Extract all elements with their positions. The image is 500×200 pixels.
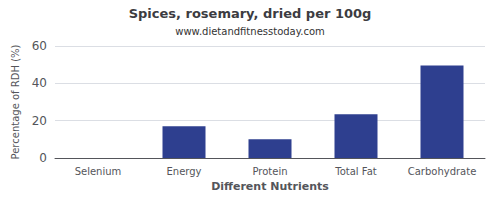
svg-text:Different Nutrients: Different Nutrients xyxy=(211,180,329,193)
svg-text:Percentage of RDH (%): Percentage of RDH (%) xyxy=(10,44,21,159)
svg-text:www.dietandfitnesstoday.com: www.dietandfitnesstoday.com xyxy=(175,26,324,37)
svg-text:Spices, rosemary, dried per 10: Spices, rosemary, dried per 100g xyxy=(129,6,372,21)
svg-text:60: 60 xyxy=(32,39,47,53)
svg-text:20: 20 xyxy=(32,114,47,128)
svg-text:Total Fat: Total Fat xyxy=(334,166,376,177)
svg-text:0: 0 xyxy=(39,151,47,165)
svg-text:Carbohydrate: Carbohydrate xyxy=(408,166,477,177)
svg-text:40: 40 xyxy=(32,76,47,90)
svg-text:Energy: Energy xyxy=(166,166,201,177)
svg-text:Protein: Protein xyxy=(252,166,287,177)
svg-text:Selenium: Selenium xyxy=(75,166,122,177)
